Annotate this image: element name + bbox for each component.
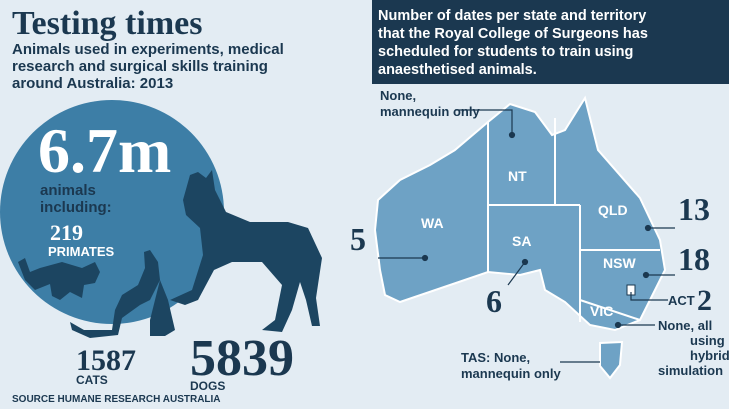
state-name: NT	[508, 168, 527, 184]
state-names: WA NT SA QLD NSW VIC	[421, 168, 636, 319]
sa-dates: 6	[486, 283, 502, 319]
cats-label: CATS	[76, 373, 108, 387]
map-heading: anaesthetised animals.	[378, 62, 537, 78]
leader	[455, 109, 513, 135]
tas-dates: mannequin only	[461, 366, 561, 381]
leader-dot	[642, 271, 650, 279]
subtitle: research and surgical skills training	[12, 58, 268, 75]
heading-box	[372, 0, 729, 84]
leader-dot	[644, 224, 652, 232]
dogs-number: 5839	[190, 330, 294, 387]
subtitle: around Australia: 2013	[12, 75, 173, 92]
map	[373, 95, 667, 380]
vic-dates: simulation	[658, 363, 723, 378]
map-heading: scheduled for students to train using	[378, 44, 633, 60]
leader-dot	[521, 258, 529, 266]
vic-dates: hybrid	[690, 348, 729, 363]
dogs-label: DOGS	[190, 379, 225, 393]
state-name: QLD	[598, 202, 628, 218]
nt-dates: None,	[380, 88, 416, 103]
leader-dot	[421, 254, 429, 262]
qld-dates: 13	[678, 191, 710, 227]
total-label: animals	[40, 182, 96, 199]
act-dates: 2	[697, 284, 712, 317]
nt-dates: mannequin only	[380, 104, 480, 119]
cats-number: 1587	[76, 344, 136, 377]
vic-dates: None, all	[658, 318, 712, 333]
leader	[630, 292, 668, 301]
leader-lines	[378, 109, 675, 363]
state-name: NSW	[603, 255, 636, 271]
map-heading: Number of dates per state and territory	[378, 8, 646, 24]
mainland	[373, 95, 667, 332]
cat-icon	[70, 250, 175, 338]
state-name: SA	[512, 233, 531, 249]
subtitle: Animals used in experiments, medical	[12, 41, 284, 58]
leader-dot	[614, 321, 622, 329]
primates-label: PRIMATES	[48, 244, 115, 259]
primates-number: 219	[50, 220, 83, 245]
leader	[507, 261, 526, 286]
map-heading: that the Royal College of Surgeons has	[378, 26, 648, 42]
tas-dates: None,	[494, 350, 530, 365]
vic-dates: using	[690, 333, 725, 348]
nsw-dates: 18	[678, 241, 710, 277]
tasmania	[599, 340, 624, 380]
dog-icon	[170, 170, 322, 332]
tas-name: TAS:	[461, 350, 490, 365]
monkey-icon	[18, 258, 100, 300]
source: SOURCE HUMANE RESEARCH AUSTRALIA	[12, 394, 221, 405]
state-name: WA	[421, 215, 444, 231]
leader-dot	[508, 131, 516, 139]
state-name: VIC	[590, 303, 613, 319]
wa-dates: 5	[350, 221, 366, 257]
title: Testing times	[12, 5, 202, 42]
total-number: 6.7m	[38, 115, 171, 186]
act-name: ACT	[668, 293, 695, 308]
total-label: including:	[40, 199, 112, 216]
state-borders	[487, 118, 660, 322]
